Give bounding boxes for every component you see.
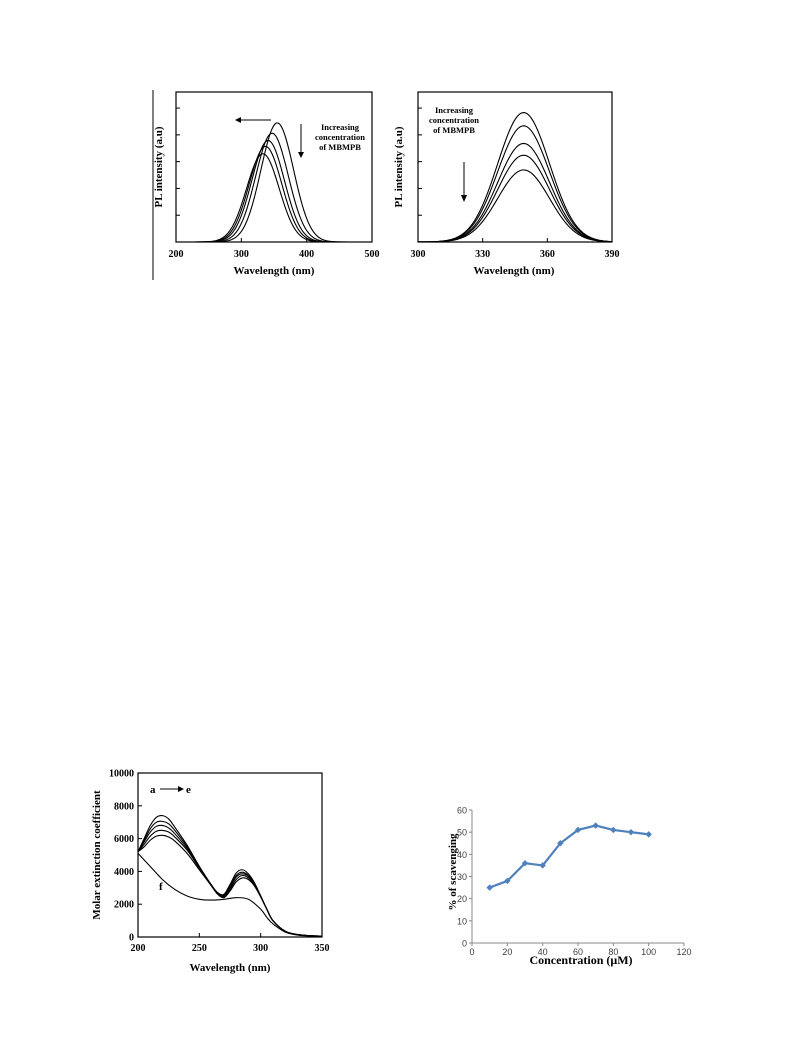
y-tick-label: 50 bbox=[457, 828, 467, 838]
absorption-curve-f bbox=[137, 852, 323, 938]
x-tick-label: 0 bbox=[469, 947, 474, 957]
annotation-line-2: concentration bbox=[315, 132, 365, 142]
y-tick-label: 30 bbox=[457, 872, 467, 882]
x-tick-label: 500 bbox=[365, 249, 380, 260]
data-point-marker bbox=[610, 826, 617, 834]
absorption-curve-e bbox=[137, 834, 323, 937]
annotation-line-3: of MBMPB bbox=[433, 125, 475, 135]
data-point-marker bbox=[645, 831, 652, 838]
y-tick-label: 2000 bbox=[114, 900, 134, 911]
x-tick-label: 100 bbox=[641, 947, 656, 957]
data-point-marker bbox=[486, 884, 493, 891]
annotation-a: a bbox=[150, 784, 156, 796]
y-tick-label: 40 bbox=[457, 850, 467, 860]
x-tick-label: 200 bbox=[169, 249, 184, 260]
x-tick-label: 250 bbox=[192, 943, 207, 954]
y-tick-label: 10 bbox=[457, 916, 467, 926]
y-tick-label: 60 bbox=[457, 806, 467, 816]
x-tick-label: 80 bbox=[608, 947, 618, 957]
y-tick-label: 10000 bbox=[109, 769, 134, 780]
annotation-line-3: of MBMPB bbox=[319, 142, 361, 152]
x-tick-label: 350 bbox=[315, 943, 330, 954]
y-tick-label: 0 bbox=[462, 939, 467, 949]
y-axis-label: PL intensity (a.u) bbox=[393, 126, 405, 207]
pl-chart-right: 300 330 360 390 PL intensity (a.u) Waveleng… bbox=[393, 91, 620, 277]
y-tick-label: 8000 bbox=[114, 801, 134, 812]
absorption-curve-c bbox=[137, 824, 323, 937]
y-axis-label: Molar extinction coefficient bbox=[91, 790, 103, 920]
y-axis-label: % of scavenging bbox=[447, 833, 459, 911]
decrease-arrow-down bbox=[461, 162, 467, 202]
y-tick-label: 0 bbox=[129, 933, 134, 944]
pl-curve-3 bbox=[176, 139, 372, 243]
y-tick-label: 6000 bbox=[114, 834, 134, 845]
x-tick-label: 300 bbox=[411, 249, 426, 260]
scavenging-chart: 0 10 20 30 40 50 60 0 20 40 60 80 100 120 % of scave… bbox=[447, 806, 692, 968]
data-point-marker bbox=[557, 840, 564, 847]
absorption-curve-a bbox=[137, 815, 323, 937]
plot-frame bbox=[137, 772, 323, 938]
x-tick-label: 300 bbox=[253, 943, 268, 954]
annotation-f: f bbox=[159, 881, 163, 893]
pl-curve-5 bbox=[176, 153, 372, 243]
pl-curve-3 bbox=[417, 142, 613, 243]
plot-frame bbox=[417, 91, 613, 243]
pl-curve-4 bbox=[176, 145, 372, 243]
y-axis-label: PL intensity (a.u) bbox=[153, 126, 165, 207]
y-tick-label: 20 bbox=[457, 894, 467, 904]
x-axis-label: Wavelength (nm) bbox=[234, 265, 315, 277]
x-tick-label: 120 bbox=[676, 947, 691, 957]
x-tick-label: 300 bbox=[234, 249, 249, 260]
x-tick-label: 360 bbox=[540, 249, 555, 260]
pl-curve-2 bbox=[418, 125, 613, 243]
x-tick-label: 330 bbox=[475, 249, 490, 260]
x-tick-label: 400 bbox=[299, 249, 314, 260]
data-point-marker bbox=[592, 822, 599, 829]
absorption-curve-d bbox=[137, 829, 323, 937]
x-tick-label: 40 bbox=[538, 947, 548, 957]
annotation-line-1: Increasing bbox=[435, 105, 474, 115]
x-tick-label: 20 bbox=[502, 947, 512, 957]
x-tick-label: 200 bbox=[131, 943, 146, 954]
data-point-marker bbox=[627, 828, 635, 836]
x-tick-label: 60 bbox=[573, 947, 583, 957]
x-axis-label: Wavelength (nm) bbox=[190, 962, 271, 974]
annotation-line-1: Increasing bbox=[321, 122, 360, 132]
scavenging-line bbox=[489, 824, 649, 889]
x-tick-label: 390 bbox=[605, 249, 620, 260]
decrease-arrow-down bbox=[298, 124, 304, 158]
shift-arrow-left bbox=[235, 117, 271, 123]
a-to-e-arrow bbox=[160, 786, 184, 792]
data-point-marker bbox=[574, 826, 582, 834]
pl-curve-4 bbox=[418, 154, 613, 243]
x-axis-label: Concentration (μM) bbox=[529, 953, 632, 967]
data-point-marker bbox=[521, 860, 529, 867]
plot-frame bbox=[175, 91, 373, 243]
y-tick-label: 4000 bbox=[114, 867, 134, 878]
absorption-curve-b bbox=[137, 820, 323, 937]
absorption-chart: 0 2000 4000 6000 8000 10000 200 250 300 350 Mola… bbox=[91, 769, 330, 975]
x-axis-label: Wavelength (nm) bbox=[474, 265, 555, 277]
annotation-e: e bbox=[186, 784, 191, 796]
pl-curve-5 bbox=[418, 169, 613, 243]
pl-chart-left: 200 300 400 500 PL intensity (a.u) Waveleng… bbox=[152, 90, 380, 280]
annotation-line-2: concentration bbox=[429, 115, 479, 125]
